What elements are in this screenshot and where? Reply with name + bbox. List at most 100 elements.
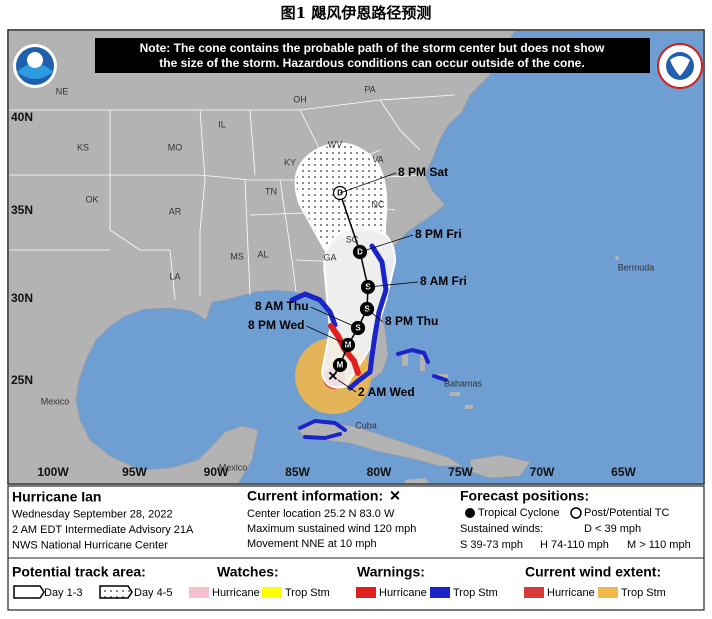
legend-frame <box>7 485 705 611</box>
storm-name: Hurricane Ian <box>12 489 101 505</box>
forecast-symbol: S <box>355 324 361 333</box>
current-info-heading: Current information: <box>247 488 383 504</box>
lon-label: 95W <box>122 465 147 479</box>
wind_extent-swatch <box>598 587 618 598</box>
place-label: KY <box>284 157 296 167</box>
bermuda <box>615 256 619 260</box>
forecast-tropical: Tropical Cyclone <box>478 507 560 519</box>
forecast-label: 8 PM Fri <box>415 227 462 241</box>
cone-day-1-3 <box>320 225 397 389</box>
lat-label: 30N <box>11 291 33 305</box>
place-label: PA <box>364 84 375 94</box>
warnings-item: Trop Stm <box>453 587 498 599</box>
lon-label: 75W <box>448 465 473 479</box>
place-label: OH <box>293 94 307 104</box>
lon-label: 90W <box>204 465 229 479</box>
forecast-label: 8 PM Wed <box>248 318 304 332</box>
place-label: OK <box>85 194 98 204</box>
day-1-3-icon <box>13 585 45 599</box>
storm-info: 2 AM EDT Intermediate Advisory 21A <box>12 524 194 536</box>
current-info-line: Movement NNE at 10 mph <box>247 538 377 550</box>
post-icon <box>570 507 582 519</box>
wind_extent-item: Hurricane <box>547 587 595 599</box>
page-title: 图1 飓风伊恩路径预测 <box>281 4 432 22</box>
lon-label: 85W <box>285 465 310 479</box>
wind_extent-swatch <box>524 587 544 598</box>
place-label: NC <box>372 199 385 209</box>
place-label: VA <box>372 154 383 164</box>
current-info-line: Maximum sustained wind 120 mph <box>247 523 416 535</box>
current-symbol: ✕ <box>328 368 339 383</box>
forecast-symbol: M <box>337 361 344 370</box>
jamaica <box>405 478 430 483</box>
place-label: WV <box>328 139 343 149</box>
place-label: AR <box>169 206 182 216</box>
day-4-5-icon <box>99 585 133 599</box>
track-area-heading: Potential track area: <box>12 564 146 580</box>
note-line: Note: The cone contains the probable pat… <box>140 41 605 55</box>
forecast-label: 8 AM Fri <box>420 274 467 288</box>
forecast-point <box>332 357 348 373</box>
hispaniola <box>469 454 531 479</box>
forecast-symbol: M <box>345 341 352 350</box>
watches-swatch <box>189 587 209 598</box>
place-label: MO <box>168 142 183 152</box>
place-label: NE <box>56 86 69 96</box>
track-area-item: Day 4-5 <box>134 587 173 599</box>
wind_extent-item: Trop Stm <box>621 587 666 599</box>
forecast-label: 8 PM Thu <box>385 314 438 328</box>
wind-class: M > 110 mph <box>627 539 691 551</box>
place-label: LA <box>169 271 180 281</box>
place-label: Bermuda <box>618 262 655 272</box>
warnings-item: Hurricane <box>379 587 427 599</box>
current-label: 2 AM Wed <box>358 385 415 399</box>
forecast-label: 8 AM Thu <box>255 299 309 313</box>
label-leader <box>367 281 419 288</box>
place-label: SC <box>346 234 359 244</box>
current-info-line: Center location 25.2 N 83.0 W <box>247 508 395 520</box>
forecast-post: Post/Potential TC <box>584 507 669 519</box>
place-label: MS <box>230 251 244 261</box>
warnings-swatch <box>356 587 376 598</box>
storm-info: Wednesday September 28, 2022 <box>12 508 173 520</box>
tropical-icon <box>465 508 475 518</box>
place-label: IL <box>218 119 226 129</box>
warnings-heading: Warnings: <box>357 564 425 580</box>
map-frame <box>7 29 705 485</box>
bahamas-islands <box>402 352 473 409</box>
storm-info: NWS National Hurricane Center <box>12 539 168 551</box>
watches-swatch <box>262 587 282 598</box>
lat-label: 35N <box>11 203 33 217</box>
wind-class: S 39-73 mph <box>460 539 523 551</box>
wind-class: D < 39 mph <box>584 523 641 535</box>
lon-label: 80W <box>367 465 392 479</box>
place-label: KS <box>77 142 89 152</box>
place-label: Cuba <box>355 420 377 430</box>
land <box>9 31 515 483</box>
note-line: the size of the storm. Hazardous conditi… <box>159 56 584 70</box>
label-leader <box>337 379 357 393</box>
winds-heading: Sustained winds: <box>460 523 543 535</box>
label-leader <box>366 308 384 323</box>
track-area-item: Day 1-3 <box>44 587 83 599</box>
forecast-heading: Forecast positions: <box>460 488 589 504</box>
lon-label: 65W <box>611 465 636 479</box>
label-leader <box>306 325 349 346</box>
place-label: TN <box>265 186 277 196</box>
place-label: GA <box>323 252 336 262</box>
label-leader <box>359 234 414 253</box>
lon-label: 70W <box>530 465 555 479</box>
label-leader <box>310 306 359 329</box>
place-label: Bahamas <box>444 378 483 388</box>
watches-item: Hurricane <box>212 587 260 599</box>
place-label: Mexico <box>219 462 248 472</box>
place-label: AL <box>257 249 268 259</box>
wind_extent-heading: Current wind extent: <box>525 564 661 580</box>
watches-heading: Watches: <box>217 564 279 580</box>
note-box <box>95 38 650 73</box>
place-label: Mexico <box>41 396 70 406</box>
noaa-logo <box>13 44 57 88</box>
forecast-label: 8 PM Sat <box>398 165 448 179</box>
